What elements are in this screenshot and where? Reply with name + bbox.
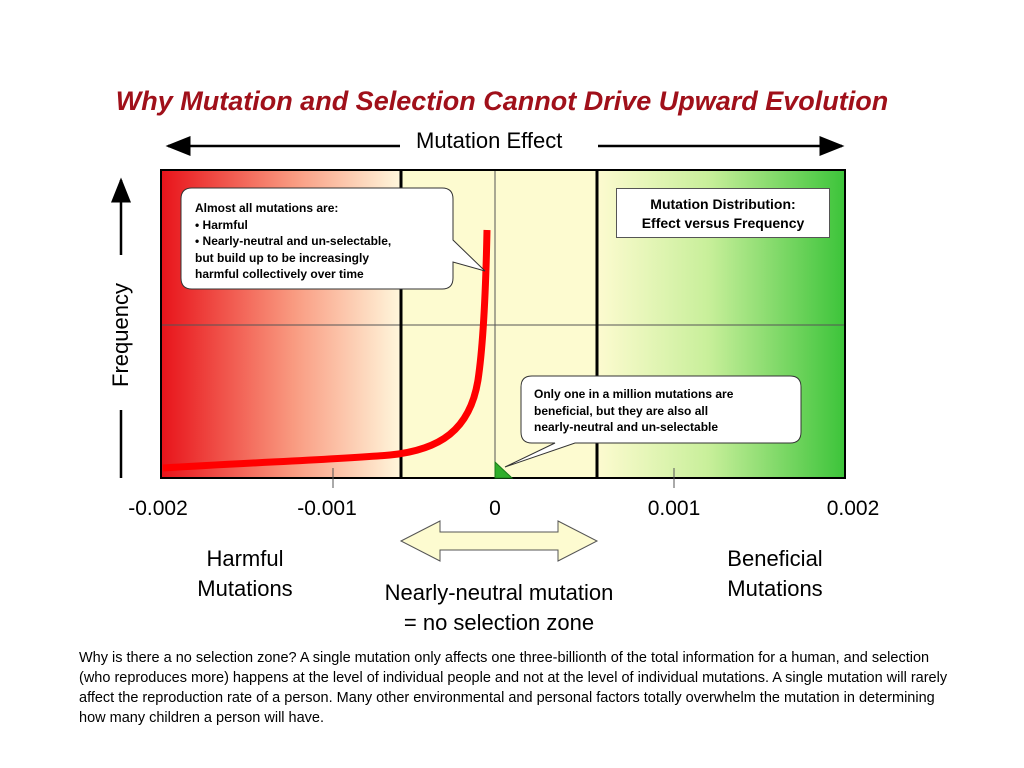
- x-axis-label: Mutation Effect: [416, 128, 563, 153]
- beneficial-triangle: [494, 460, 514, 479]
- chart-box-title: Mutation Distribution: Effect versus Fre…: [616, 188, 830, 238]
- callout-beneficial-line: beneficial, but they are also all: [534, 403, 709, 418]
- beneficial-mutations-label: Beneficial Mutations: [690, 544, 860, 604]
- callout-harmful-bubble: [180, 187, 486, 290]
- neutral-label-line: = no selection zone: [403, 610, 595, 635]
- x-tick-label: 0: [489, 497, 501, 520]
- callout-harmful-line: harmful collectively over time: [195, 267, 364, 281]
- callout-beneficial-line: nearly-neutral and un-selectable: [534, 420, 719, 434]
- harmful-label-line: Harmful: [206, 546, 284, 571]
- footnote-paragraph: Why is there a no selection zone? A sing…: [79, 650, 948, 726]
- y-axis-label: Frequency: [108, 283, 133, 387]
- chart-box-title-line2: Effect versus Frequency: [641, 215, 805, 231]
- x-tick-label: -0.001: [297, 497, 357, 520]
- chart-box-title-line1: Mutation Distribution:: [650, 196, 796, 212]
- x-tick-label: -0.002: [128, 497, 188, 520]
- callout-beneficial-text: Only one in a million mutations are bene…: [534, 386, 733, 436]
- callout-harmful-line: • Nearly-neutral and un-selectable,: [195, 234, 392, 248]
- neutral-zone-label: Nearly-neutral mutation = no selection z…: [349, 578, 649, 638]
- beneficial-label-line: Beneficial: [727, 546, 823, 571]
- callout-harmful-line: • Harmful: [195, 217, 248, 232]
- beneficial-label-line: Mutations: [727, 576, 823, 601]
- callout-beneficial-line: Only one in a million mutations are: [534, 387, 734, 401]
- callout-harmful-line: Almost all mutations are:: [195, 201, 339, 215]
- slide-title: Why Mutation and Selection Cannot Drive …: [115, 86, 889, 116]
- neutral-zone-double-arrow: [399, 520, 599, 562]
- callout-harmful-text: Almost all mutations are: • Harmful • Ne…: [195, 200, 391, 283]
- harmful-mutations-label: Harmful Mutations: [170, 544, 320, 604]
- x-tick-label: 0.002: [826, 497, 880, 520]
- callout-harmful-line: but build up to be increasingly: [195, 250, 370, 265]
- neutral-label-line: Nearly-neutral mutation: [384, 580, 614, 605]
- harmful-label-line: Mutations: [197, 576, 293, 601]
- callout-beneficial-bubble: [504, 375, 802, 468]
- distribution-curve: [162, 229, 491, 472]
- x-tick-label: 0.001: [647, 497, 701, 520]
